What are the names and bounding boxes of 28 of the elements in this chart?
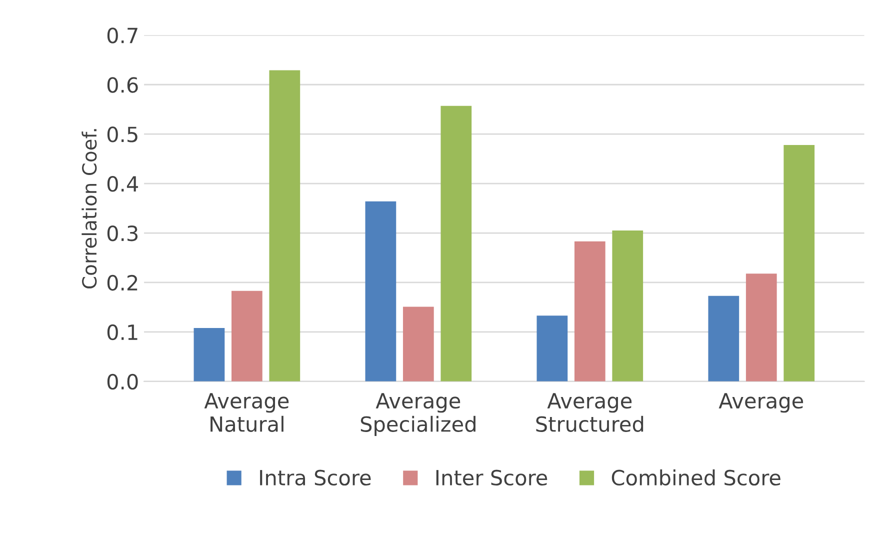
bar [574, 241, 606, 382]
bar [402, 306, 434, 382]
bar [746, 274, 777, 382]
bar [194, 328, 225, 382]
y-axis-title: Correlation Coef. [82, 129, 97, 288]
y-tick-label: 0.7 [107, 28, 138, 44]
legend-label: Intra Score [260, 470, 371, 486]
bar [232, 290, 262, 382]
y-tick-label: 0.4 [107, 176, 138, 192]
bar [708, 296, 740, 382]
legend-label: Combined Score [612, 469, 780, 486]
y-tick-label: 0.5 [107, 126, 138, 142]
bar [784, 144, 815, 382]
bar [612, 230, 644, 382]
y-tick-label: 0.2 [107, 274, 138, 291]
y-tick-label: 0.6 [107, 77, 138, 93]
y-tick-label: 0.1 [107, 324, 138, 340]
bar [440, 106, 472, 382]
y-tick-label: 0.3 [107, 225, 138, 242]
y-tick-label: 0.0 [107, 374, 138, 390]
x-tick-label: Average Natural [204, 393, 289, 432]
bar [365, 201, 396, 382]
bar [269, 70, 300, 382]
legend-label: Inter Score [436, 470, 548, 486]
x-tick-label: Average Structured [536, 393, 644, 432]
x-tick-label: Average Specialized [360, 393, 476, 436]
bar [536, 316, 568, 382]
x-tick-label: Average [718, 393, 804, 413]
